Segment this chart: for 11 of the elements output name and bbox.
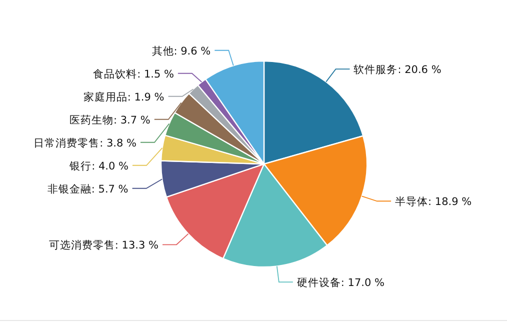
slice-label: 非银金融: 5.7 %	[47, 182, 128, 196]
slice-label: 硬件设备: 17.0 %	[296, 277, 385, 290]
slice-label: 日常消费零售: 3.8 %	[34, 136, 137, 150]
slice-label: 其他: 9.6 %	[152, 44, 211, 58]
slice-label: 食品饮料: 1.5 %	[93, 67, 174, 80]
slice-label: 半导体: 18.9 %	[395, 195, 472, 208]
slice-label: 可选消费零售: 13.3 %	[48, 238, 159, 252]
slice-label: 银行: 4.0 %	[68, 160, 128, 172]
slice-label: 医药生物: 3.7 %	[70, 113, 150, 126]
slice-label: 软件服务: 20.6 %	[354, 64, 442, 76]
slice-label: 家庭用品: 1.9 %	[83, 90, 164, 104]
